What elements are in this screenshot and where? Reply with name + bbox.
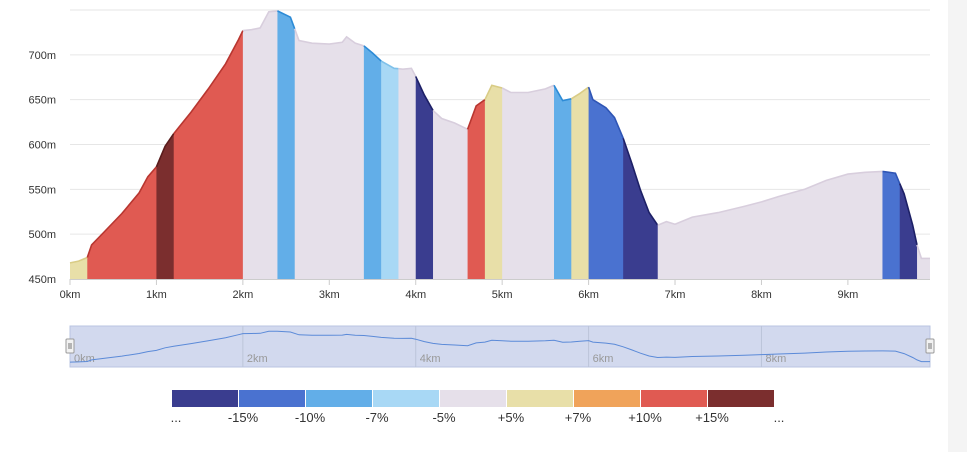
legend-swatch [708, 390, 775, 407]
legend-label: +15% [695, 410, 729, 425]
legend-swatch [507, 390, 574, 407]
x-tick-label: 9km [837, 289, 858, 301]
y-tick-label: 500m [28, 229, 56, 241]
navigator-series [69, 330, 930, 363]
grade-segment [242, 10, 279, 279]
profile-line [398, 67, 417, 77]
legend-label: +10% [628, 410, 662, 425]
legend-label: +7% [564, 410, 592, 425]
profile-line [484, 84, 503, 101]
x-tick-label: 1km [146, 289, 167, 301]
legend-label: -7% [365, 410, 389, 425]
grade-segment [917, 10, 930, 279]
grade-segment [277, 10, 296, 279]
legend-swatches [172, 390, 775, 407]
y-tick-label: 600m [28, 140, 56, 152]
navigator-window [69, 325, 931, 368]
profile-line [414, 76, 434, 111]
legend-labels: ... -15% -10% -7% -5% +5% +7% +10% +15%... [170, 407, 785, 427]
y-tick-label: 650m [28, 95, 56, 107]
grade-segment [415, 10, 434, 279]
profile-line [86, 166, 158, 258]
legend-swatch [641, 390, 708, 407]
navigator[interactable]: 0km 2km 4km 6km 8km [65, 325, 935, 368]
grade-segment [554, 10, 572, 279]
grade-segment [363, 10, 382, 279]
profile-line [916, 244, 930, 260]
grade-segment [882, 10, 901, 279]
profile-line [432, 109, 468, 131]
navigator-tick-label: 8km [765, 353, 786, 365]
grade-segment [70, 10, 88, 279]
navigator-tick-label: 0km [74, 353, 95, 365]
navigator-tick-label: 6km [593, 353, 614, 365]
legend-label: -5% [432, 410, 456, 425]
page-scrollbar[interactable] [948, 0, 967, 452]
axes: 450m 500m 550m 600m 650m 700m 0km 1km 2km 3km 4km 5… [28, 50, 930, 301]
profile-line [277, 10, 296, 30]
grade-segment [381, 10, 400, 279]
legend-label: +5% [497, 410, 525, 425]
grade-segment [484, 10, 503, 279]
legend-swatch [172, 390, 239, 407]
grade-segment [294, 10, 365, 279]
legend-swatch [373, 390, 440, 407]
profile-line [898, 183, 918, 246]
x-tick-label: 3km [319, 289, 340, 301]
profile-line [882, 170, 901, 184]
profile-line [570, 86, 590, 100]
legend-swatch [440, 390, 507, 407]
legend-swatch [306, 390, 373, 407]
x-tick-label: 7km [665, 289, 686, 301]
legend-label: ... [773, 410, 785, 425]
x-tick-label: 6km [578, 289, 599, 301]
elevation-chart: 450m 500m 550m 600m 650m 700m 0km 1km 2km 3km 4km 5… [28, 9, 935, 368]
navigator-handle-left[interactable] [65, 338, 75, 354]
grade-legend: ... -15% -10% -7% -5% +5% +7% +10% +15%... [170, 390, 785, 427]
navigator-handle-right[interactable] [925, 338, 935, 354]
y-tick-label: 550m [28, 184, 56, 196]
grade-segment [623, 10, 659, 279]
profile-line [242, 10, 278, 32]
x-tick-label: 4km [405, 289, 426, 301]
profile-line [501, 84, 555, 94]
profile-line [587, 86, 624, 139]
x-tick-label: 0km [60, 289, 81, 301]
grade-segments [70, 10, 930, 279]
grade-segment [156, 10, 175, 279]
grade-segment [467, 10, 486, 279]
profile-line [173, 30, 244, 135]
navigator-tick-label: 4km [420, 353, 441, 365]
y-tick-label: 450m [28, 274, 56, 286]
profile-line [380, 60, 399, 70]
profile-line [622, 137, 659, 226]
x-tick-label: 2km [232, 289, 253, 301]
legend-label: ... [170, 410, 182, 425]
grade-segment [588, 10, 624, 279]
grade-segment [502, 10, 555, 279]
legend-swatch [574, 390, 641, 407]
legend-swatch [239, 390, 306, 407]
y-tick-label: 700m [28, 50, 56, 62]
grade-segment [173, 10, 244, 279]
x-tick-label: 8km [751, 289, 772, 301]
grade-segment [398, 10, 417, 279]
profile-line [363, 45, 382, 62]
legend-label: -10% [294, 410, 326, 425]
profile-line [69, 256, 88, 264]
profile-line [657, 170, 883, 226]
navigator-tick-label: 2km [247, 353, 268, 365]
profile-line [293, 28, 365, 47]
grade-segment [571, 10, 590, 279]
profile-line [553, 84, 572, 102]
x-tick-label: 5km [492, 289, 513, 301]
grade-segment [433, 10, 469, 279]
profile-line [466, 99, 486, 130]
grade-segment [657, 10, 884, 279]
profile-line [155, 133, 175, 168]
legend-label: -15% [227, 410, 259, 425]
profile-line-group [69, 10, 930, 264]
